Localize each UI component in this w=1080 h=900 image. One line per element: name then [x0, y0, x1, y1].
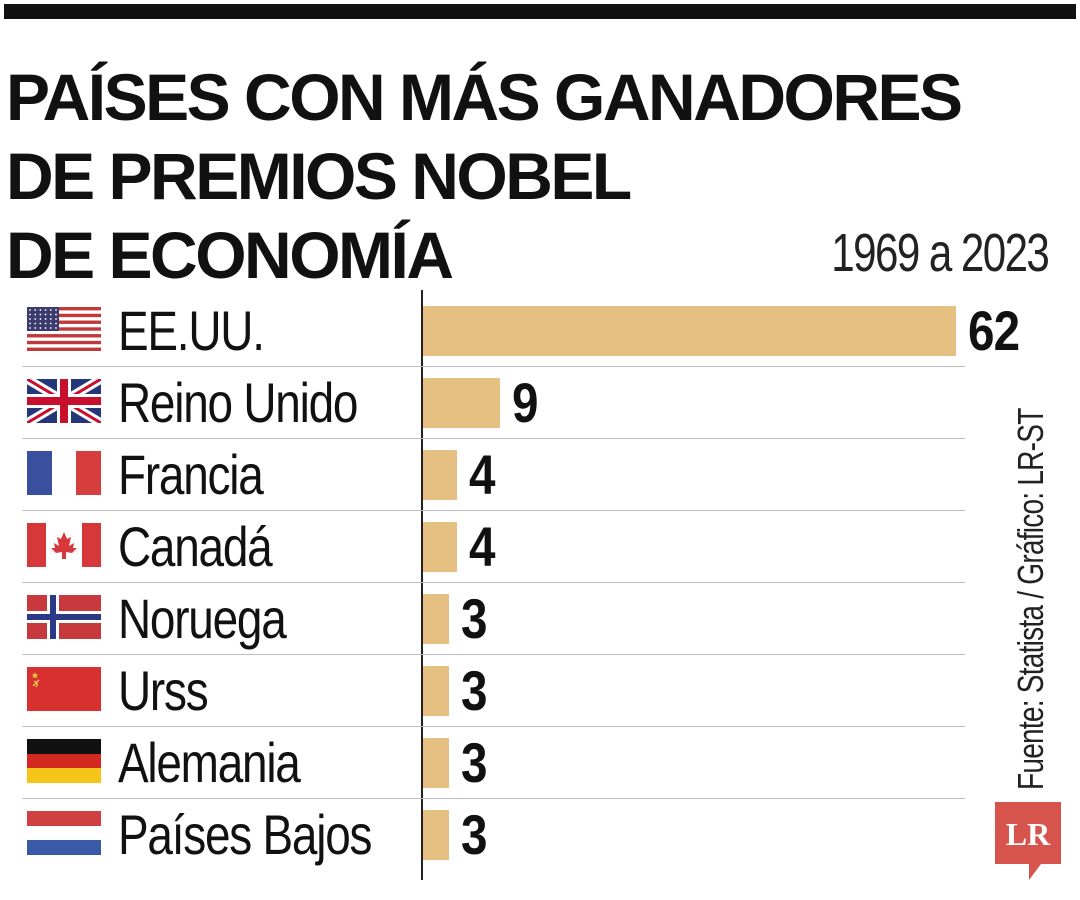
- category-label: Países Bajos: [118, 803, 372, 866]
- uk-flag-icon: [27, 379, 101, 423]
- row-separator: [22, 582, 965, 583]
- france-flag-icon: [27, 451, 101, 495]
- title-line-2: DE PREMIOS NOBEL: [6, 139, 632, 213]
- category-label: Noruega: [118, 587, 287, 650]
- bar-row: Urss 3: [0, 655, 965, 727]
- usa-flag-icon: [27, 307, 101, 351]
- value-label: 3: [460, 587, 487, 650]
- bar-row: Canadá 4: [0, 511, 965, 583]
- bar-row: Noruega 3: [0, 583, 965, 655]
- bar: [423, 594, 449, 644]
- row-separator: [22, 510, 965, 511]
- germany-flag-icon: [27, 739, 101, 783]
- bar: [423, 666, 449, 716]
- source-note: Fuente: Statista / Gráfico: LR-ST: [1010, 408, 1060, 790]
- value-label: 3: [460, 803, 487, 866]
- category-label: Urss: [118, 659, 209, 722]
- row-separator: [22, 654, 965, 655]
- canada-flag-icon: [27, 523, 101, 567]
- row-separator: [22, 798, 965, 799]
- category-label: Canadá: [118, 515, 273, 578]
- top-rule: [4, 4, 1076, 19]
- bar: [423, 522, 458, 572]
- category-label: EE.UU.: [118, 299, 265, 362]
- category-label: Francia: [118, 443, 264, 506]
- logo-text: LR: [1006, 816, 1051, 852]
- bar-row: EE.UU. 62: [0, 295, 1020, 367]
- logo-badge: [995, 802, 1061, 880]
- source-text: Fuente: Statista / Gráfico: LR-ST: [1010, 408, 1051, 790]
- value-label: 9: [512, 371, 538, 434]
- value-label: 3: [460, 659, 487, 722]
- bar: [423, 810, 449, 860]
- category-label: Reino Unido: [118, 371, 358, 434]
- bar: [423, 378, 501, 428]
- value-label: 4: [469, 443, 496, 506]
- period-label: 1969 a 2023: [830, 223, 1050, 283]
- bar: [423, 450, 458, 500]
- value-label: 62: [968, 299, 1020, 362]
- bar: [423, 306, 956, 356]
- value-label: 3: [460, 731, 487, 794]
- bar-row: Reino Unido 9: [0, 367, 965, 439]
- norway-flag-icon: [27, 595, 101, 639]
- row-separator: [22, 366, 965, 367]
- row-separator: [22, 438, 965, 439]
- bar: [423, 738, 449, 788]
- bar-row: Francia 4: [0, 439, 965, 511]
- row-separator: [22, 726, 965, 727]
- ussr-flag-icon: [27, 667, 101, 711]
- title-line-3: DE ECONOMÍA: [6, 218, 454, 292]
- netherlands-flag-icon: [27, 811, 101, 855]
- chart-title: PAÍSES CON MÁS GANADORES DE PREMIOS NOBE…: [6, 58, 1076, 295]
- bar-row: Alemania 3: [0, 727, 965, 799]
- category-label: Alemania: [118, 731, 301, 794]
- lr-logo: LR: [995, 802, 1061, 882]
- y-axis-line: [421, 290, 423, 880]
- bar-row: Países Bajos 3: [0, 799, 965, 871]
- value-label: 4: [469, 515, 496, 578]
- title-line-1: PAÍSES CON MÁS GANADORES: [6, 60, 963, 134]
